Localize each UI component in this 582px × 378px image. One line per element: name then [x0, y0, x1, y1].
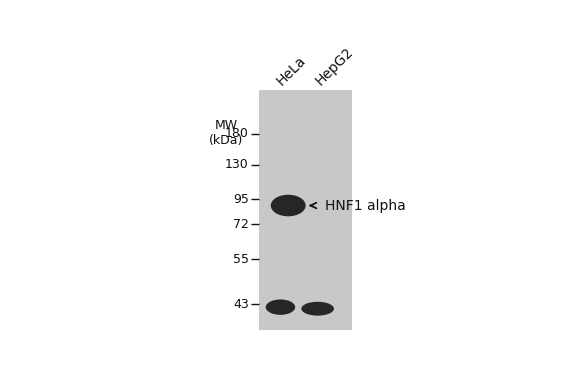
- Text: 180: 180: [225, 127, 249, 140]
- Text: 43: 43: [233, 297, 249, 311]
- Ellipse shape: [266, 299, 295, 315]
- Ellipse shape: [301, 302, 334, 316]
- Text: HepG2: HepG2: [313, 44, 356, 88]
- Ellipse shape: [271, 195, 306, 216]
- Text: HeLa: HeLa: [274, 53, 308, 88]
- Text: 55: 55: [233, 253, 249, 266]
- Bar: [259, 90, 352, 330]
- Text: HNF1 alpha: HNF1 alpha: [325, 198, 406, 212]
- Text: 72: 72: [233, 217, 249, 231]
- Text: 95: 95: [233, 193, 249, 206]
- Ellipse shape: [277, 201, 296, 211]
- Text: 130: 130: [225, 158, 249, 171]
- Text: MW
(kDa): MW (kDa): [209, 119, 243, 147]
